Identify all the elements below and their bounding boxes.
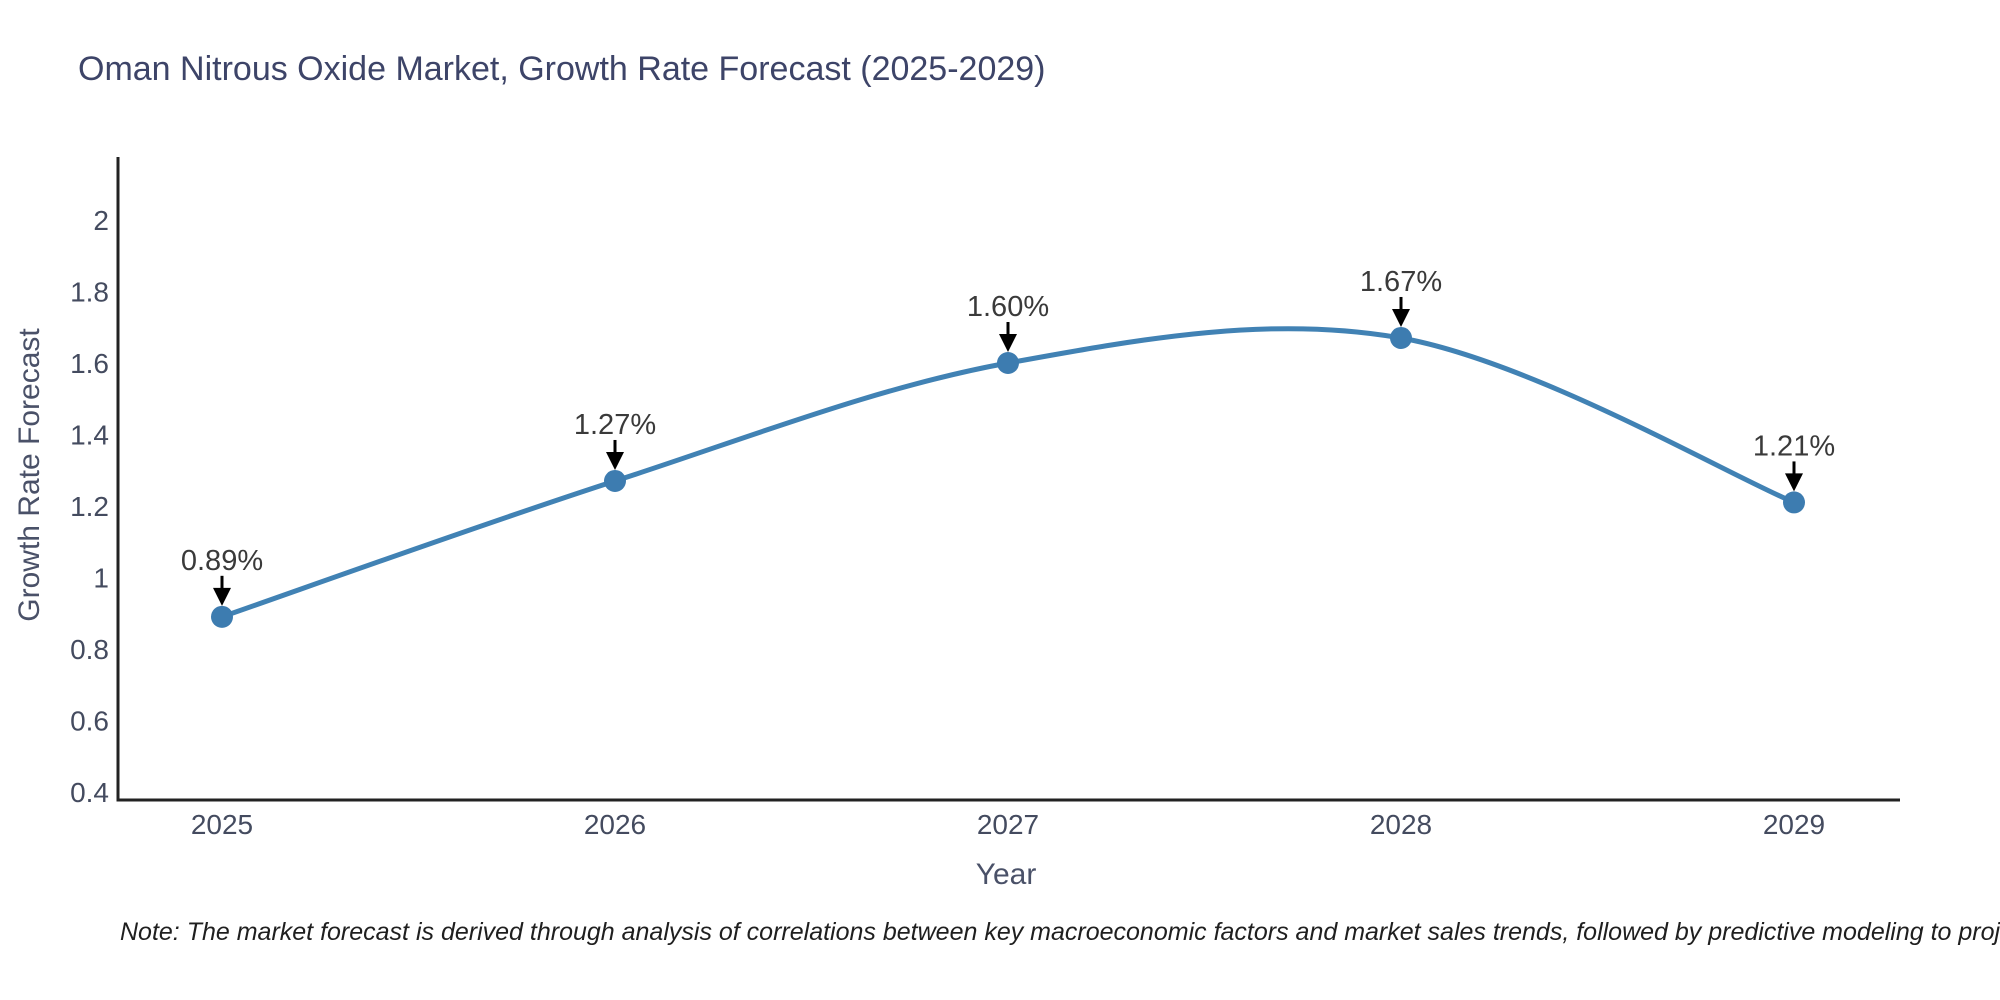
x-tick-label: 2026 (584, 809, 646, 840)
chart-title: Oman Nitrous Oxide Market, Growth Rate F… (78, 50, 1046, 88)
x-tick-label: 2029 (1763, 809, 1825, 840)
y-tick-label: 0.4 (70, 777, 109, 808)
y-tick-label: 0.8 (70, 634, 109, 665)
annotation-arrowhead-icon (999, 334, 1017, 352)
annotation-arrowhead-icon (213, 587, 231, 606)
data-point-2027[interactable] (997, 352, 1019, 374)
data-point-label: 1.60% (967, 291, 1049, 323)
y-tick-label: 1.8 (70, 277, 109, 308)
x-axis-title: Year (975, 858, 1037, 891)
y-tick-label: 1.2 (70, 491, 109, 522)
data-point-label: 1.67% (1360, 266, 1442, 298)
annotation-arrowhead-icon (1392, 308, 1410, 327)
y-tick-label: 0.6 (70, 706, 109, 737)
footnote: Note: The market forecast is derived thr… (120, 918, 2000, 946)
data-point-2028[interactable] (1390, 326, 1412, 349)
y-tick-label: 1.6 (70, 348, 109, 379)
annotation-arrowhead-icon (1785, 473, 1803, 492)
data-point-label: 0.89% (181, 545, 263, 577)
data-point-2026[interactable] (604, 469, 626, 492)
x-tick-label: 2027 (977, 809, 1039, 840)
data-point-2025[interactable] (211, 605, 233, 628)
y-tick-label: 1.4 (70, 420, 109, 451)
annotation-arrowhead-icon (606, 451, 624, 470)
data-point-label: 1.21% (1753, 430, 1835, 462)
x-tick-label: 2025 (191, 809, 253, 840)
data-point-2029[interactable] (1783, 491, 1805, 514)
data-point-label: 1.27% (574, 409, 656, 441)
y-tick-label: 2 (93, 205, 109, 236)
x-tick-label: 2028 (1370, 809, 1432, 840)
y-tick-label: 1 (93, 563, 109, 594)
